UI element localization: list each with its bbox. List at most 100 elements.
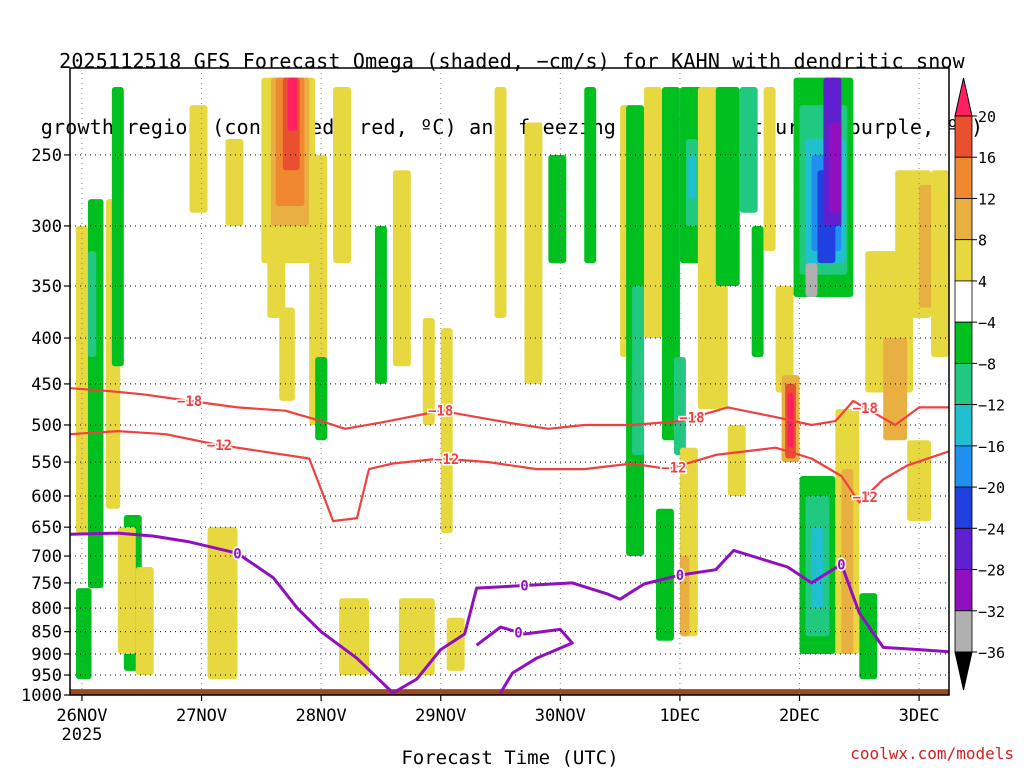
omega-cell: [189, 105, 208, 213]
colorbar-label: −24: [978, 520, 1005, 538]
contour-line-freezing_zero_a: [70, 531, 949, 695]
contour-label: −18: [679, 411, 704, 427]
y-tick-label: 900: [31, 645, 62, 665]
colorbar-label: 8: [978, 232, 987, 250]
plot-frame: [69, 67, 950, 696]
colorbar-bin: [954, 569, 973, 612]
y-tick-label: 1000: [21, 686, 62, 706]
omega-cell: [548, 154, 567, 264]
chart-title-line-1: 2025112518 GFS Forecast Omega (shaded, −…: [59, 49, 965, 73]
contour-label: 0: [514, 625, 522, 641]
omega-cell: [75, 588, 92, 680]
omega-cell: [775, 286, 794, 393]
colorbar-label: 20: [978, 108, 996, 126]
y-axis: 2503003504004505005506006507007508008509…: [21, 146, 70, 706]
omega-cell: [446, 617, 465, 671]
contour-label: 0: [676, 568, 684, 584]
x-tick-label: 26NOV: [56, 706, 107, 726]
contour-label: −18: [428, 404, 453, 420]
colorbar-bin: [954, 198, 973, 241]
x-tick-label: 3DEC: [899, 706, 940, 726]
y-tick-label: 400: [31, 329, 62, 349]
omega-cell: [392, 170, 411, 367]
y-tick-label: 250: [31, 146, 62, 166]
colorbar-bin: [954, 239, 973, 282]
ground-fill: [70, 689, 949, 695]
contour-label: −12: [434, 452, 459, 468]
colorbar-label: −8: [978, 355, 996, 373]
colorbar-bin: [954, 610, 973, 653]
contour-line-dendritic_minus12: [70, 430, 949, 523]
x-tick-label: 28NOV: [296, 706, 347, 726]
colorbar: 20 16 12 8 4 −4 −8 −12 −16 −20 −24 −28 −32 −36: [954, 77, 1005, 691]
contour-label: 0: [520, 579, 528, 595]
colorbar-bin: [954, 280, 973, 323]
y-tick-label: 800: [31, 599, 62, 619]
omega-cell: [644, 87, 662, 339]
omega-cell: [75, 225, 88, 534]
contour-label: 0: [837, 557, 845, 573]
colorbar-label: −36: [978, 644, 1005, 662]
colorbar-bin: [954, 445, 973, 488]
colorbar-bin: [954, 404, 973, 447]
contour-label: −12: [207, 438, 232, 454]
colorbar-bin: [954, 486, 973, 529]
source-credit: coolwx.com/models: [850, 744, 1014, 763]
omega-cell: [931, 170, 949, 358]
omega-cell: [117, 527, 136, 654]
omega-cell: [829, 122, 842, 213]
omega-cell: [763, 87, 776, 252]
colorbar-label: −28: [978, 562, 1005, 580]
contour-label: −12: [853, 490, 878, 506]
x-axis-label: Forecast Time (UTC): [401, 747, 618, 768]
omega-cell: [524, 122, 543, 384]
omega-cell: [661, 87, 680, 441]
omega-cell: [751, 225, 764, 358]
y-tick-label: 600: [31, 487, 62, 507]
y-tick-label: 650: [31, 518, 62, 538]
colorbar-bin: [954, 321, 973, 364]
colorbar-label: −32: [978, 603, 1005, 621]
y-tick-label: 500: [31, 416, 62, 436]
y-tick-label: 950: [31, 666, 62, 686]
y-tick-label: 450: [31, 375, 62, 395]
omega-cell: [859, 593, 878, 680]
contour-labels: −18 −18 −18 −18 −12 −12 −12 −12 0 0 0 0 0: [175, 392, 879, 642]
omega-cell: [811, 527, 824, 609]
x-tick-sublabel: 2025: [61, 725, 102, 745]
omega-cell: [883, 338, 908, 441]
colorbar-label: 4: [978, 273, 987, 291]
colorbar-label: 12: [978, 190, 996, 208]
colorbar-label: −20: [978, 479, 1005, 497]
colorbar-bin: [954, 115, 973, 158]
x-tick-label: 30NOV: [535, 706, 586, 726]
omega-cell: [494, 87, 507, 319]
x-tick-label: 29NOV: [415, 706, 466, 726]
contour-label: −18: [853, 401, 878, 417]
omega-cell: [715, 87, 740, 287]
omega-cell: [333, 87, 352, 264]
x-tick-label: 1DEC: [659, 706, 700, 726]
colorbar-top-arrow: [954, 77, 973, 117]
colorbar-label: −16: [978, 438, 1005, 456]
x-tick-label: 27NOV: [176, 706, 227, 726]
y-tick-label: 700: [31, 547, 62, 567]
contour-line-dendritic_minus18: [70, 387, 949, 430]
y-tick-label: 750: [31, 574, 62, 594]
contours: [70, 387, 949, 695]
omega-cell: [632, 286, 645, 455]
omega-cell: [339, 598, 369, 676]
omega-cell: [225, 139, 244, 226]
ground-layer: [70, 689, 949, 695]
colorbar-bottom-arrow: [954, 651, 973, 691]
colorbar-bin: [954, 156, 973, 199]
colorbar-bin: [954, 362, 973, 406]
omega-cell: [87, 251, 97, 358]
omega-cell: [374, 225, 387, 384]
colorbar-label: −4: [978, 314, 996, 332]
contour-label: −12: [661, 460, 686, 476]
omega-cell: [287, 77, 298, 131]
omega-cell: [805, 263, 818, 297]
